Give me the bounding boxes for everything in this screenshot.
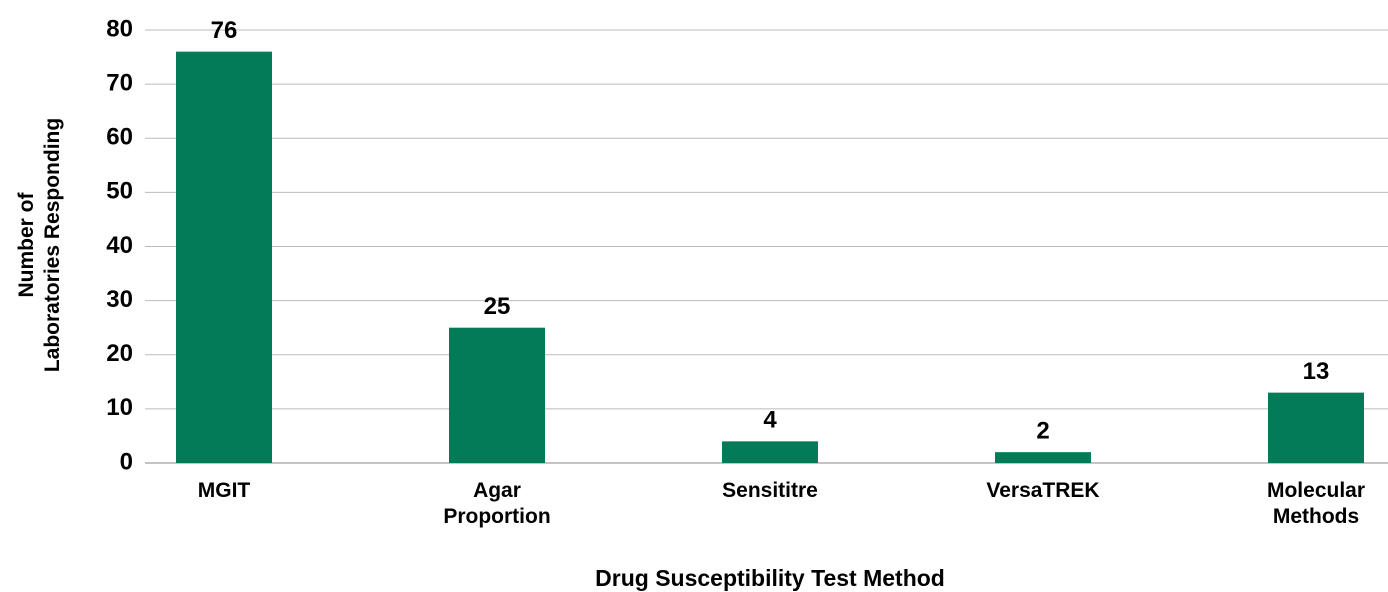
bar <box>995 452 1091 463</box>
y-tick-label: 10 <box>106 394 133 421</box>
y-tick-label: 70 <box>106 69 133 96</box>
y-axis-title-line: Laboratories Responding <box>41 117 64 373</box>
y-tick-label: 80 <box>106 15 133 42</box>
bar <box>722 441 818 463</box>
y-tick-label: 40 <box>106 232 133 259</box>
y-axis-title-line: Number of <box>15 192 38 298</box>
x-tick-label: Agar Proportion <box>443 479 551 528</box>
value-label: 4 <box>763 407 777 434</box>
x-tick-label: Sensititre <box>722 479 818 502</box>
y-tick-label: 50 <box>106 178 133 205</box>
bar <box>176 51 272 464</box>
bar <box>449 327 545 463</box>
bar <box>1268 392 1364 463</box>
y-tick-label: 20 <box>106 340 133 367</box>
value-label: 13 <box>1303 358 1330 385</box>
value-label: 25 <box>484 293 511 320</box>
y-tick-label: 60 <box>106 124 133 151</box>
value-label: 76 <box>211 17 238 44</box>
y-tick-label: 0 <box>120 448 133 475</box>
x-tick-label: MGIT <box>197 479 251 502</box>
y-axis-title: Number of Laboratories Responding <box>14 118 66 372</box>
x-tick-label: Molecular Methods <box>1266 479 1366 528</box>
y-tick-label: 30 <box>106 286 133 313</box>
x-axis-title: Drug Susceptibility Test Method <box>595 565 945 591</box>
x-tick-label: VersaTREK <box>986 479 1100 502</box>
value-label: 2 <box>1036 418 1049 445</box>
